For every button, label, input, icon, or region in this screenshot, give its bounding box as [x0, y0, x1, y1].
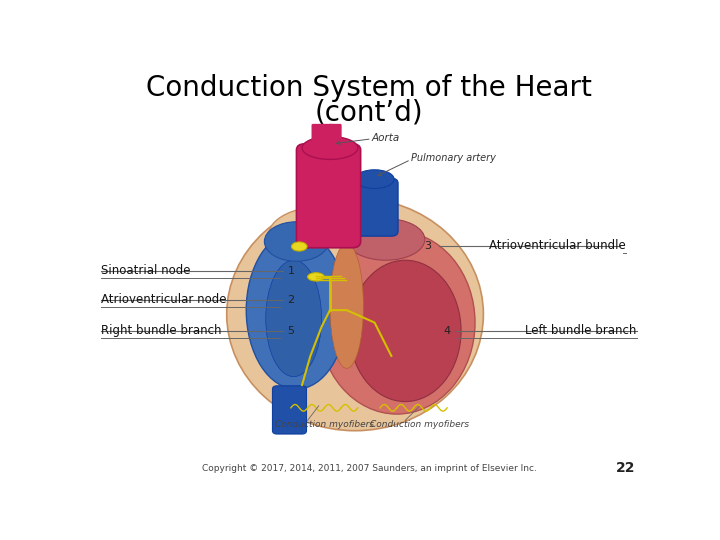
Ellipse shape: [264, 222, 328, 261]
Ellipse shape: [269, 206, 380, 265]
Text: 2: 2: [287, 295, 294, 305]
Ellipse shape: [349, 260, 461, 402]
FancyBboxPatch shape: [297, 144, 361, 248]
Text: Atrioventricular bundle: Atrioventricular bundle: [489, 239, 626, 252]
Text: Atrioventricular node: Atrioventricular node: [101, 293, 227, 306]
Text: 4: 4: [444, 326, 451, 336]
Text: 1: 1: [287, 266, 294, 275]
Ellipse shape: [266, 260, 322, 377]
Ellipse shape: [307, 273, 324, 281]
Text: 5: 5: [287, 326, 294, 336]
FancyBboxPatch shape: [312, 124, 325, 149]
Text: Copyright © 2017, 2014, 2011, 2007 Saunders, an imprint of Elsevier Inc.: Copyright © 2017, 2014, 2011, 2007 Saund…: [202, 464, 536, 472]
FancyBboxPatch shape: [320, 124, 333, 149]
Text: (cont’d): (cont’d): [315, 99, 423, 126]
Ellipse shape: [347, 219, 425, 260]
Ellipse shape: [330, 244, 364, 368]
Ellipse shape: [319, 231, 475, 414]
Text: Aorta: Aorta: [372, 132, 400, 143]
FancyBboxPatch shape: [328, 124, 342, 149]
Ellipse shape: [292, 242, 307, 251]
Text: Conduction myofibers: Conduction myofibers: [369, 420, 469, 429]
Text: Right bundle branch: Right bundle branch: [101, 325, 222, 338]
Text: 3: 3: [424, 241, 431, 251]
FancyBboxPatch shape: [272, 386, 307, 434]
Text: Conduction myofibers: Conduction myofibers: [275, 420, 374, 429]
Text: Left bundle branch: Left bundle branch: [526, 325, 637, 338]
Text: Conduction System of the Heart: Conduction System of the Heart: [146, 73, 592, 102]
Ellipse shape: [302, 137, 358, 159]
Text: Sinoatrial node: Sinoatrial node: [101, 264, 191, 277]
Text: 22: 22: [616, 461, 636, 475]
Ellipse shape: [355, 170, 394, 188]
Ellipse shape: [227, 198, 483, 431]
FancyBboxPatch shape: [348, 178, 398, 236]
Text: Pulmonary artery: Pulmonary artery: [411, 153, 496, 164]
Ellipse shape: [246, 231, 347, 389]
